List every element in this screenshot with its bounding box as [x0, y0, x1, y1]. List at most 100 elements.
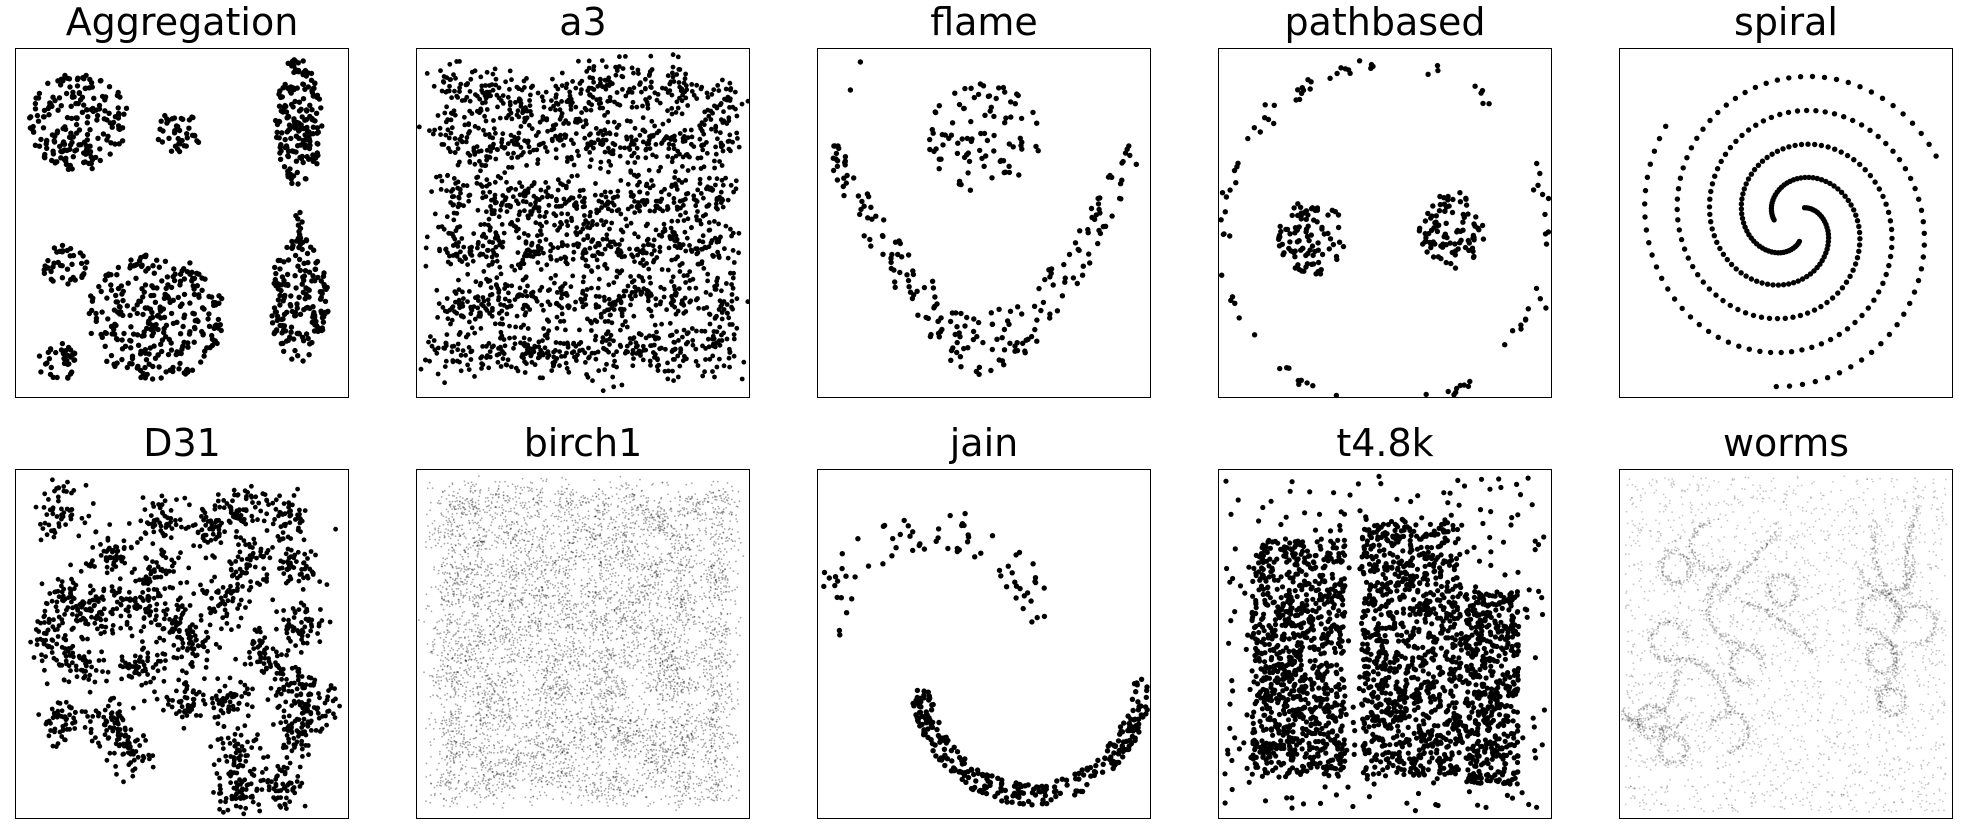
data-point [31, 655, 37, 660]
data-point [1890, 148, 1896, 154]
data-point [474, 180, 480, 186]
data-point [548, 242, 554, 247]
data-point [456, 287, 462, 292]
data-point [223, 593, 228, 599]
data-point [199, 527, 205, 533]
data-point [151, 675, 157, 681]
data-point [669, 279, 674, 284]
data-point [880, 251, 886, 257]
data-point [318, 278, 324, 284]
data-point [628, 134, 634, 140]
data-point [712, 165, 717, 171]
data-point [834, 158, 841, 164]
data-point [1818, 341, 1825, 347]
data-point [674, 72, 680, 77]
data-point [251, 646, 257, 651]
data-point [488, 285, 494, 290]
data-point [204, 588, 210, 594]
data-point [221, 498, 227, 503]
data-point [559, 83, 565, 88]
data-point [677, 151, 682, 157]
data-point [235, 585, 240, 591]
data-point [1774, 148, 1781, 154]
data-point [1315, 259, 1322, 266]
data-point [1097, 230, 1104, 237]
data-point [644, 291, 650, 297]
data-point [170, 297, 176, 303]
data-point [1777, 111, 1783, 118]
data-point [500, 244, 505, 250]
data-point [295, 628, 301, 634]
data-point [56, 594, 62, 600]
data-point [109, 124, 115, 130]
data-point [1835, 186, 1841, 192]
data-point [153, 662, 159, 667]
data-point [178, 550, 183, 556]
data-point [1034, 317, 1040, 323]
data-point [614, 208, 620, 214]
data-point [65, 281, 71, 287]
data-point [1533, 285, 1540, 292]
data-point [557, 349, 562, 354]
data-point [281, 259, 287, 265]
data-point [939, 326, 945, 333]
data-point [553, 92, 559, 98]
data-point [554, 300, 559, 306]
data-point [81, 102, 87, 108]
data-point [247, 599, 253, 604]
data-point [667, 320, 673, 326]
data-point [515, 250, 521, 256]
data-point [1542, 231, 1549, 237]
data-point [691, 193, 697, 199]
data-point [1452, 241, 1458, 247]
data-point [517, 285, 523, 291]
data-point [659, 140, 665, 145]
data-point [70, 660, 75, 666]
data-point [705, 94, 711, 100]
data-point [133, 595, 138, 601]
data-point [647, 275, 652, 280]
data-point [275, 534, 281, 539]
data-point [619, 73, 625, 79]
data-point [624, 134, 629, 140]
data-point [632, 284, 638, 290]
data-point [1460, 219, 1466, 225]
data-point [581, 274, 587, 280]
data-point [110, 549, 115, 555]
data-point [458, 190, 463, 196]
data-point [170, 274, 176, 280]
data-point [117, 586, 122, 592]
data-point [602, 189, 608, 195]
data-point [702, 244, 708, 250]
data-point [587, 164, 593, 169]
data-point [671, 142, 676, 148]
data-point [1852, 261, 1859, 267]
data-point [461, 244, 467, 250]
data-point [695, 363, 701, 368]
data-point [154, 652, 160, 658]
data-point [295, 549, 301, 555]
data-point [445, 117, 451, 122]
data-point [514, 138, 519, 144]
data-point [509, 263, 515, 269]
data-point [1001, 347, 1008, 353]
data-point [559, 114, 564, 119]
data-point [248, 661, 254, 667]
data-point [970, 328, 977, 335]
data-point [132, 659, 138, 665]
data-point [216, 300, 222, 306]
data-point [153, 517, 159, 523]
data-point [1277, 365, 1283, 372]
data-point [78, 142, 84, 148]
data-point [317, 579, 323, 584]
data-point [310, 273, 316, 279]
data-point [690, 342, 696, 348]
data-point [128, 544, 134, 550]
data-point [552, 280, 557, 286]
data-point [1062, 275, 1068, 281]
data-point [1307, 86, 1313, 92]
data-point [61, 677, 67, 683]
data-point [300, 58, 306, 64]
data-point [438, 68, 443, 74]
data-point [508, 185, 514, 191]
